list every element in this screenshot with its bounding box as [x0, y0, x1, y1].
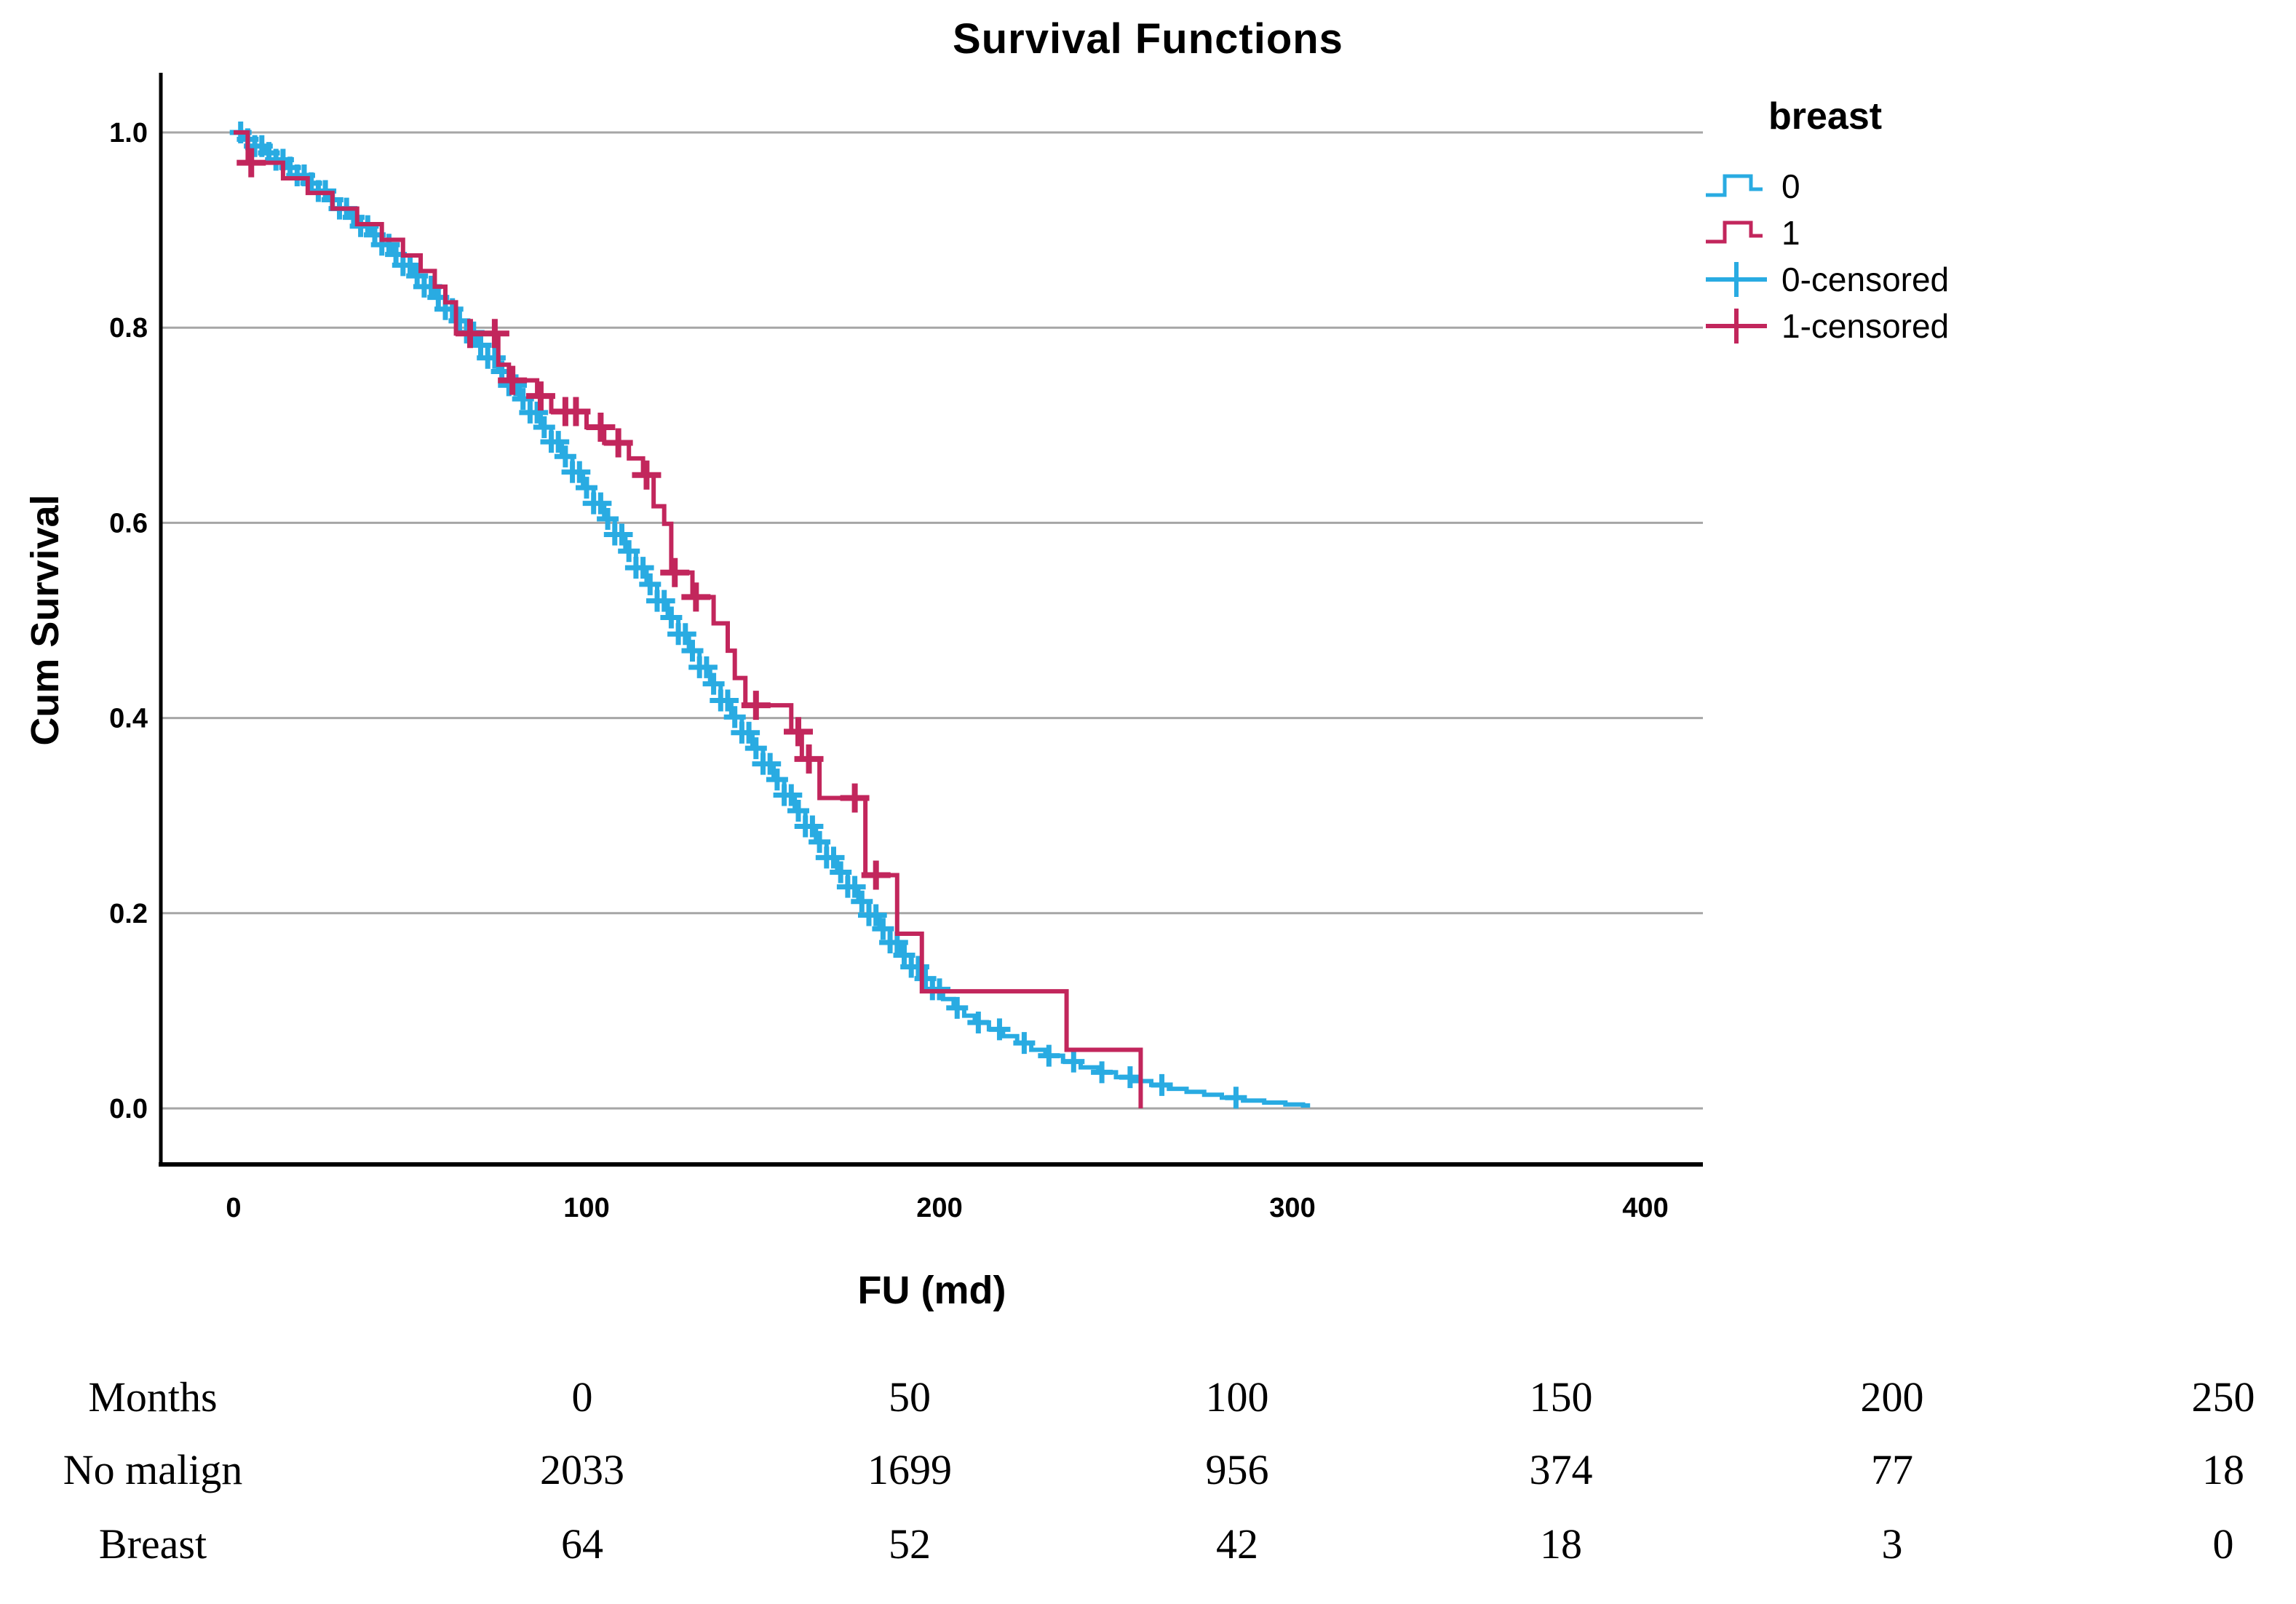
risk-count: 956	[1205, 1446, 1269, 1493]
risk-count: 64	[561, 1520, 603, 1568]
legend-item-label: 0	[1781, 167, 1800, 205]
legend-item-label: 0-censored	[1781, 261, 1950, 298]
legend-item-group0: 0	[1703, 163, 1800, 210]
censor-marks-1	[237, 148, 891, 890]
risk-count: 0	[2212, 1520, 2234, 1568]
km-plot-area: 0.0 0.2 0.4 0.6 0.8 1.0 0 100 200 300 400	[109, 73, 1703, 1223]
risk-count: 1699	[867, 1446, 952, 1493]
x-tick-label: 300	[1269, 1193, 1315, 1223]
risk-table-time: 250	[2191, 1373, 2255, 1421]
step-line-icon	[1706, 174, 1763, 197]
y-tick-label: 0.2	[109, 899, 148, 929]
legend-item-group0-censored: 0-censored	[1703, 256, 1949, 303]
risk-count: 42	[1216, 1520, 1258, 1568]
x-tick-label: 400	[1622, 1193, 1668, 1223]
step-line-icon	[1706, 221, 1763, 244]
legend-item-group1: 1	[1703, 210, 1800, 256]
risk-table-time: 50	[889, 1373, 931, 1421]
legend-item-group1-censored: 1-censored	[1703, 303, 1949, 349]
x-tick-label: 100	[563, 1193, 609, 1223]
x-tick-label: 0	[226, 1193, 241, 1223]
legend-item-label: 1-censored	[1781, 307, 1950, 345]
risk-table-time: 200	[1860, 1373, 1924, 1421]
plus-marker-icon	[1706, 309, 1767, 344]
risk-row-label: Breast	[98, 1520, 207, 1568]
x-axis-title: FU (md)	[857, 1268, 1006, 1312]
x-tick-label: 200	[916, 1193, 962, 1223]
plus-marker-icon	[1706, 262, 1767, 297]
risk-table-time: 0	[571, 1373, 593, 1421]
y-tick-label: 0.4	[109, 704, 148, 734]
risk-count: 374	[1529, 1446, 1593, 1493]
risk-table-header-label: Months	[88, 1373, 218, 1421]
risk-table-time: 100	[1205, 1373, 1269, 1421]
risk-count: 18	[2202, 1446, 2244, 1493]
risk-count: 52	[889, 1520, 931, 1568]
chart-title: Survival Functions	[953, 15, 1343, 63]
risk-count: 2033	[540, 1446, 624, 1493]
y-tick-label: 1.0	[109, 118, 148, 148]
legend-item-label: 1	[1781, 214, 1800, 252]
y-tick-label: 0.6	[109, 508, 148, 539]
y-tick-label: 0.8	[109, 313, 148, 344]
risk-count: 18	[1540, 1520, 1582, 1568]
risk-count: 3	[1881, 1520, 1903, 1568]
y-tick-label: 0.0	[109, 1094, 148, 1124]
risk-row-label: No malign	[63, 1446, 243, 1493]
legend-title: breast	[1768, 95, 1883, 138]
risk-count: 77	[1871, 1446, 1913, 1493]
risk-table-time: 150	[1529, 1373, 1593, 1421]
